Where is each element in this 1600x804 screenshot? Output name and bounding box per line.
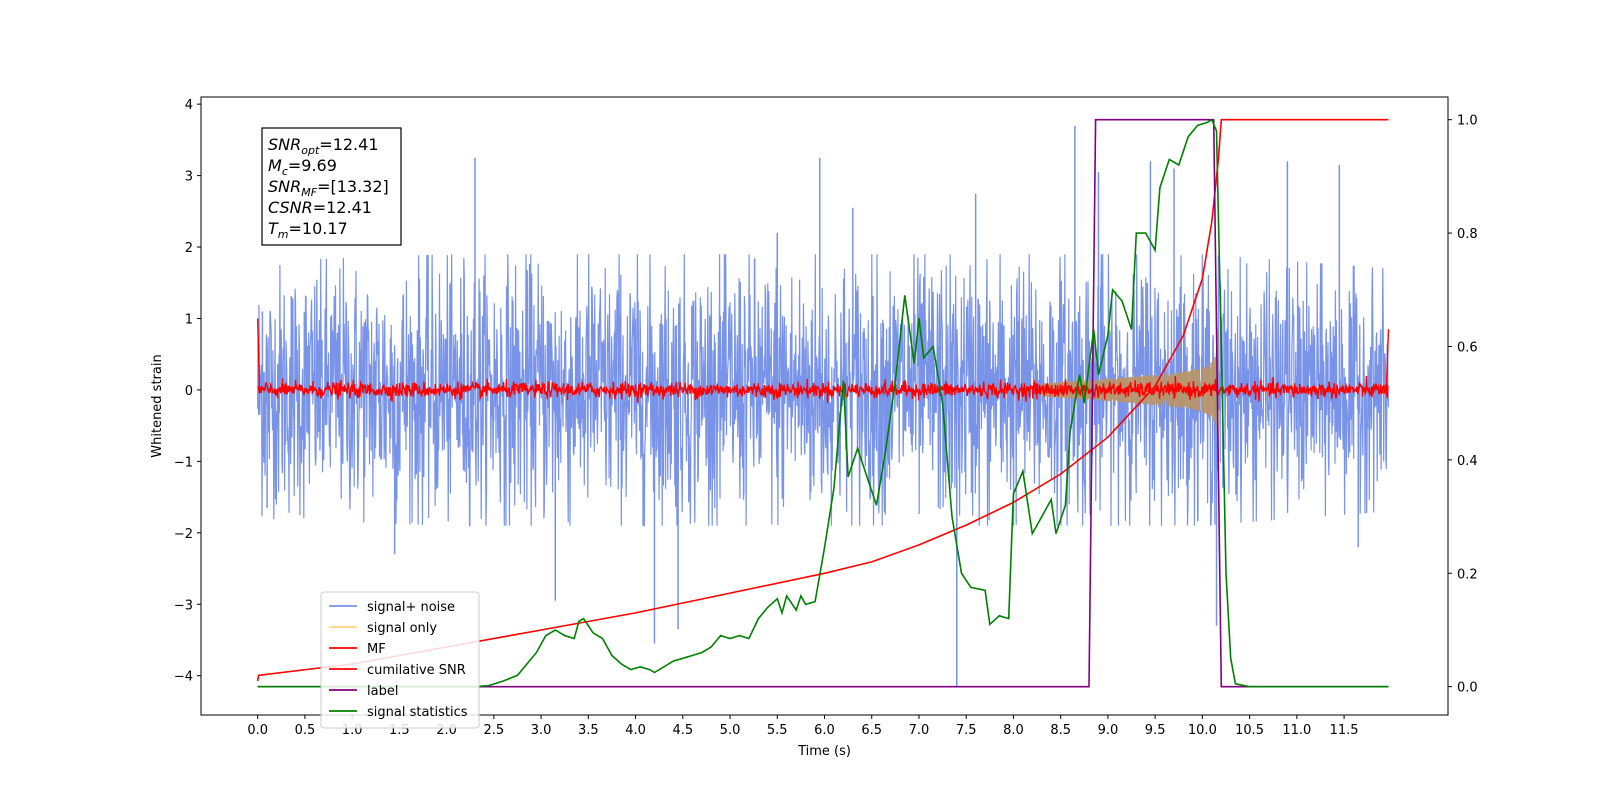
- x-tick-label: 0.5: [295, 723, 316, 738]
- annotation-symbol: SNR: [268, 177, 301, 196]
- annotation-line: Mc=9.69: [268, 156, 337, 178]
- annotation-value: =10.17: [289, 219, 348, 238]
- y-tick-label: 1: [185, 312, 193, 327]
- x-tick-label: 9.5: [1145, 723, 1166, 738]
- annotation-symbol: T: [268, 219, 279, 238]
- annotation-value: =12.41: [319, 135, 378, 154]
- y-tick-label: −3: [174, 598, 193, 613]
- x-tick-label: 4.0: [625, 723, 646, 738]
- y-right-tick-label: 1.0: [1457, 114, 1478, 129]
- x-tick-label: 6.0: [814, 723, 835, 738]
- x-tick-label: 10.5: [1235, 723, 1264, 738]
- y-tick-label: 3: [185, 170, 193, 185]
- y-right-tick-label: 0.4: [1457, 454, 1478, 469]
- legend-entry-label[interactable]: MF: [367, 642, 386, 657]
- y-tick-label: 0: [185, 384, 193, 399]
- legend-entry-label[interactable]: label: [367, 684, 398, 699]
- x-tick-label: 4.5: [672, 723, 693, 738]
- y-tick-label: 4: [185, 98, 193, 113]
- annotation-symbol: M: [268, 156, 282, 175]
- annotation-symbol: CSNR: [268, 198, 313, 217]
- legend-entry-label[interactable]: cumilative SNR: [367, 663, 466, 678]
- annotation-value: =12.41: [313, 198, 372, 217]
- annotation-subscript: opt: [301, 144, 320, 157]
- x-tick-label: 5.0: [720, 723, 741, 738]
- annotation-symbol: SNR: [268, 135, 301, 154]
- x-tick-label: 3.0: [531, 723, 552, 738]
- stats-annotation: SNRopt=12.41Mc=9.69SNRMF=[13.32]CSNR=12.…: [261, 127, 402, 246]
- signal-statistics-line: [257, 118, 1389, 688]
- x-tick-label: 10.0: [1188, 723, 1217, 738]
- y-tick-label: −4: [174, 670, 193, 685]
- x-tick-label: 5.5: [767, 723, 788, 738]
- x-axis-label: Time (s): [797, 744, 851, 759]
- x-tick-label: 9.0: [1098, 723, 1119, 738]
- annotation-line: SNRMF=[13.32]: [268, 177, 389, 199]
- y-right-tick-label: 0.6: [1457, 340, 1478, 355]
- legend[interactable]: signal+ noise signal only MF cumilative SNR…: [320, 591, 480, 729]
- annotation-subscript: c: [282, 165, 288, 178]
- signal-noise-line: [257, 254, 1390, 527]
- x-tick-label: 3.5: [578, 723, 599, 738]
- x-tick-label: 2.5: [484, 723, 505, 738]
- y-tick-label: −2: [174, 527, 193, 542]
- axes-layer: 0.0 0.5 1.0 1.5 2.0 2.5 3.0 3.5 4.0 4.5 5.0 5.5 6.0 6…: [174, 98, 1478, 738]
- annotation-subscript: m: [278, 228, 289, 241]
- y-right-tick-label: 0.8: [1457, 227, 1478, 242]
- annotation-value: =9.69: [288, 156, 337, 175]
- legend-box: [320, 591, 480, 729]
- x-tick-label: 8.5: [1050, 723, 1071, 738]
- annotation-line: SNRopt=12.41: [268, 135, 379, 157]
- x-tick-label: 11.5: [1330, 723, 1359, 738]
- x-tick-label: 6.5: [861, 723, 882, 738]
- y-tick-label: 2: [185, 241, 193, 256]
- annotation-line: CSNR=12.41: [268, 198, 372, 217]
- annotation-box: [261, 127, 402, 246]
- x-tick-label: 11.0: [1282, 723, 1311, 738]
- mf-line: [256, 318, 1390, 404]
- y-right-tick-label: 0.0: [1457, 681, 1478, 696]
- annotation-value: =[13.32]: [317, 177, 389, 196]
- annotation-subscript: MF: [301, 186, 317, 199]
- x-tick-label: 8.0: [1003, 723, 1024, 738]
- y-right-tick-label: 0.2: [1457, 567, 1478, 582]
- x-tick-label: 7.0: [909, 723, 930, 738]
- legend-entry-label[interactable]: signal statistics: [367, 705, 468, 720]
- annotation-line: Tm=10.17: [268, 219, 348, 241]
- y-tick-label: −1: [174, 455, 193, 470]
- y-axis-label: Whitened strain: [150, 354, 165, 457]
- legend-entry-label[interactable]: signal only: [367, 621, 437, 636]
- x-tick-label: 7.5: [956, 723, 977, 738]
- x-tick-label: 0.0: [247, 723, 268, 738]
- legend-entry-label[interactable]: signal+ noise: [367, 600, 455, 615]
